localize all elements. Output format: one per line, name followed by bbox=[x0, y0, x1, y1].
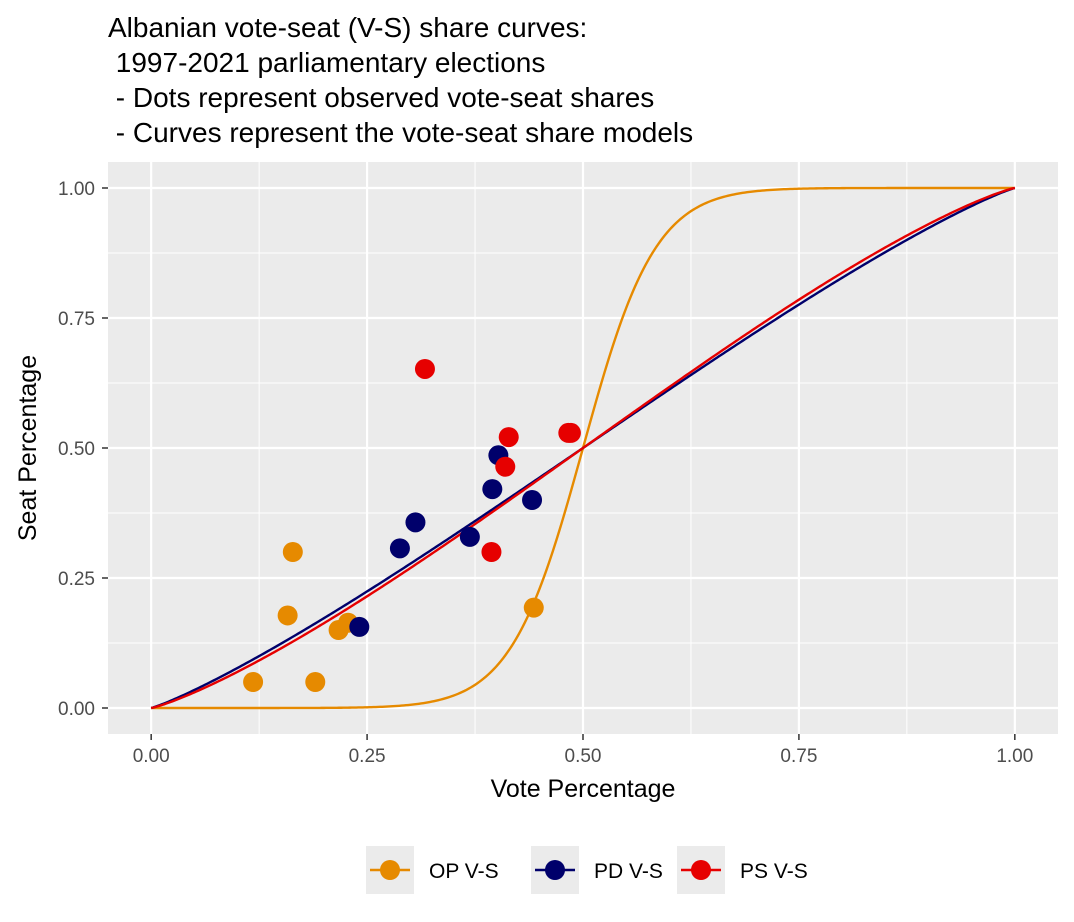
point-ps-v-s bbox=[560, 422, 581, 443]
point-pd-v-s bbox=[459, 526, 480, 547]
point-pd-v-s bbox=[522, 490, 543, 510]
point-op-v-s bbox=[523, 597, 544, 618]
y-axis-title: Seat Percentage bbox=[14, 355, 42, 541]
point-op-v-s bbox=[282, 542, 303, 562]
legend-key-point bbox=[691, 860, 711, 880]
point-pd-v-s bbox=[405, 512, 426, 533]
y-tick-label: 0.00 bbox=[58, 699, 95, 720]
legend-key-point bbox=[545, 860, 565, 880]
point-op-v-s bbox=[277, 605, 298, 626]
x-tick-label: 0.75 bbox=[780, 746, 817, 767]
model-curves bbox=[150, 186, 1016, 710]
axes: 0.00 0.25 0.50 0.75 1.00 0.00 0.25 0.50 0.75 1.00 bbox=[58, 179, 1033, 767]
x-tick-label: 1.00 bbox=[996, 746, 1033, 767]
y-tick-label: 0.25 bbox=[58, 569, 95, 590]
point-pd-v-s bbox=[482, 479, 503, 500]
y-tick-label: 0.75 bbox=[58, 309, 95, 330]
x-tick-label: 0.50 bbox=[565, 746, 602, 767]
x-tick-label: 0.25 bbox=[349, 746, 386, 767]
point-pd-v-s bbox=[349, 616, 370, 637]
curve-ps-v-s bbox=[150, 186, 1016, 710]
legend-label: PD V-S bbox=[594, 860, 663, 883]
legend-item: OP V-S bbox=[366, 846, 499, 894]
legend-item: PD V-S bbox=[531, 846, 663, 894]
y-tick-label: 1.00 bbox=[58, 179, 95, 200]
legend-key-point bbox=[380, 860, 400, 880]
point-ps-v-s bbox=[414, 358, 435, 379]
legend-item: PS V-S bbox=[677, 846, 808, 894]
x-axis-title: Vote Percentage bbox=[491, 775, 676, 803]
point-ps-v-s bbox=[481, 542, 502, 562]
legend-label: OP V-S bbox=[429, 860, 499, 883]
chart-title: Albanian vote-seat (V-S) share curves: 1… bbox=[108, 12, 694, 148]
point-pd-v-s bbox=[389, 538, 410, 559]
point-ps-v-s bbox=[495, 456, 516, 477]
observed-points bbox=[243, 358, 581, 692]
legend-label: PS V-S bbox=[740, 860, 808, 883]
legend: OP V-S PD V-S PS V-S bbox=[366, 846, 808, 894]
x-tick-label: 0.00 bbox=[133, 746, 170, 767]
point-op-v-s bbox=[243, 672, 264, 692]
y-tick-label: 0.50 bbox=[58, 439, 95, 460]
point-ps-v-s bbox=[498, 427, 519, 448]
point-op-v-s bbox=[305, 672, 326, 692]
